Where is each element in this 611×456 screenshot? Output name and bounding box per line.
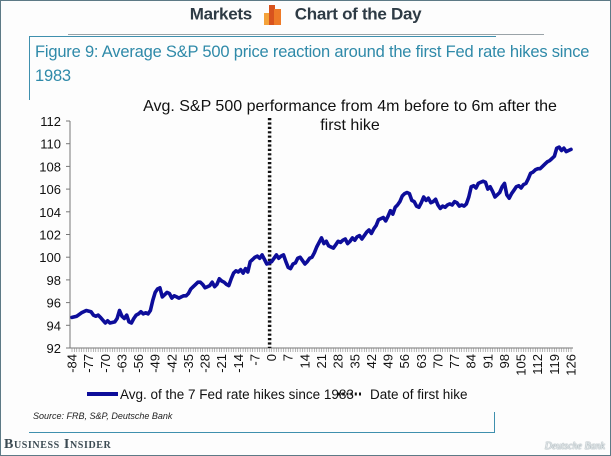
x-tick-label: 119 (547, 354, 562, 375)
x-tick-label: -42 (164, 354, 179, 373)
y-tick-label: 112 (40, 114, 61, 129)
x-tick-label: 35 (347, 354, 362, 368)
x-tick-label: -70 (98, 354, 113, 373)
x-tick-label: -7 (247, 354, 262, 366)
series-line-avg-rate-hikes (70, 145, 573, 325)
legend-label-series: Avg. of the 7 Fed rate hikes since 1983 (120, 387, 354, 402)
x-tick-label: 0 (264, 354, 279, 361)
x-tick-label: 28 (331, 354, 346, 368)
x-tick-label: 7 (281, 354, 296, 361)
x-tick-label: 126 (564, 354, 579, 376)
x-tick-label: 49 (381, 354, 396, 368)
bar-chart-icon (264, 4, 282, 25)
x-tick-label: 112 (530, 354, 545, 375)
x-tick-label: 98 (497, 354, 512, 368)
x-tick-label: 84 (464, 354, 479, 368)
header: Markets Chart of the Day (0, 4, 611, 30)
source-note: Source: FRB, S&P, Deutsche Bank (33, 411, 173, 421)
chart-title: Avg. S&P 500 performance from 4m before … (143, 98, 557, 134)
chart-title-line-2: first hike (320, 117, 380, 134)
x-tick-label: -21 (214, 354, 229, 373)
x-tick-label: 91 (480, 354, 495, 368)
y-tick-label: 100 (39, 250, 61, 265)
x-tick-label: -56 (131, 354, 146, 373)
x-tick-label: 63 (414, 354, 429, 368)
x-tick-label: 14 (297, 354, 312, 368)
y-tick-label: 98 (47, 273, 61, 288)
chart-title-line-1: Avg. S&P 500 performance from 4m before … (143, 98, 557, 115)
watermark: Deutsche Bank (544, 441, 605, 452)
x-tick-label: -49 (148, 354, 163, 373)
x-tick-label: -35 (181, 354, 196, 373)
figure-border-bottom (29, 432, 495, 433)
plot-area (70, 118, 573, 348)
publisher-logo: Business Insider (4, 437, 112, 452)
figure-border-right (494, 412, 495, 433)
y-tick-label: 96 (47, 296, 61, 311)
y-tick-label: 110 (40, 137, 61, 152)
x-tick-label: 21 (314, 354, 329, 368)
x-tick-label: 70 (430, 354, 445, 368)
x-tick-label: -84 (65, 354, 80, 373)
y-tick-label: 92 (47, 341, 61, 356)
y-tick-label: 106 (39, 182, 61, 197)
x-tick-label: -63 (114, 354, 129, 373)
y-tick-label: 102 (39, 228, 61, 243)
figure-title: Figure 9: Average S&P 500 price reaction… (35, 43, 590, 85)
figure-border-left (29, 36, 30, 100)
x-tick-label: 42 (364, 354, 379, 368)
x-tick-label: -14 (231, 354, 246, 373)
header-chart-of-the-day-label: Chart of the Day (294, 4, 422, 24)
x-tick-label: -28 (198, 354, 213, 373)
header-divider (68, 34, 544, 35)
legend-label-vline: Date of first hike (370, 387, 468, 402)
x-tick-label: 77 (447, 354, 462, 368)
x-tick-label: -77 (81, 354, 96, 373)
x-tick-label: 56 (397, 354, 412, 368)
y-tick-label: 94 (47, 318, 61, 333)
x-tick-label: 105 (514, 354, 529, 376)
legend: Avg. of the 7 Fed rate hikes since 1983 … (87, 387, 468, 402)
figure-border-top (29, 36, 496, 37)
y-tick-label: 108 (39, 159, 61, 174)
header-markets-label: Markets (189, 4, 252, 24)
y-tick-label: 104 (39, 205, 61, 220)
